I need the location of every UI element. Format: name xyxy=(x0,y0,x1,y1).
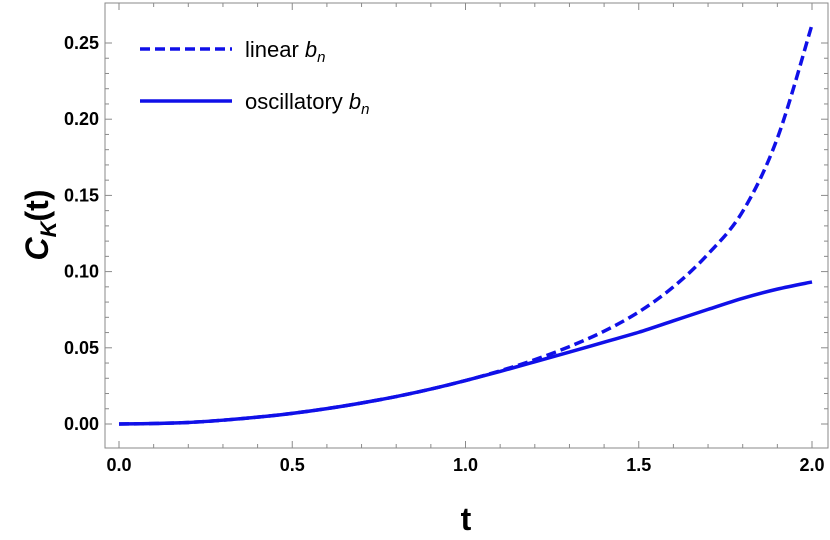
legend-label-math: b xyxy=(305,37,317,62)
y-tick-label: 0.10 xyxy=(64,262,99,282)
y-tick-label: 0.15 xyxy=(64,185,99,205)
legend-label-prefix: linear xyxy=(245,37,305,62)
series-line-oscillatory xyxy=(118,280,813,426)
series-group xyxy=(118,24,814,426)
x-tick-label: 1.0 xyxy=(453,455,478,475)
y-axis: 0.00 0.05 0.10 0.15 0.20 0.25 xyxy=(64,33,828,434)
x-axis: 0.0 0.5 1.0 1.5 2.0 xyxy=(106,3,825,475)
legend-label-sub: n xyxy=(361,101,369,118)
legend-label: oscillatory bn xyxy=(245,89,370,118)
x-tick-label: 1.5 xyxy=(626,455,651,475)
series-line-linear xyxy=(118,24,814,426)
y-tick-label: 0.00 xyxy=(64,414,99,434)
x-tick-label: 0.5 xyxy=(280,455,305,475)
y-axis-title: CK(t) xyxy=(19,190,61,261)
legend-label-math: b xyxy=(349,89,361,114)
y-title-main: C xyxy=(19,236,55,260)
x-tick-label: 0.0 xyxy=(106,455,131,475)
legend-label-prefix: oscillatory xyxy=(245,89,349,114)
y-title-tail: (t) xyxy=(19,190,55,222)
x-tick-label: 2.0 xyxy=(799,455,824,475)
legend-label-sub: n xyxy=(317,49,325,66)
legend-label: linear bn xyxy=(245,37,326,66)
y-tick-label: 0.25 xyxy=(64,33,99,53)
y-tick-label: 0.05 xyxy=(64,338,99,358)
y-title-sub: K xyxy=(36,219,61,237)
x-axis-title: t xyxy=(461,501,472,537)
y-tick-label: 0.20 xyxy=(64,109,99,129)
